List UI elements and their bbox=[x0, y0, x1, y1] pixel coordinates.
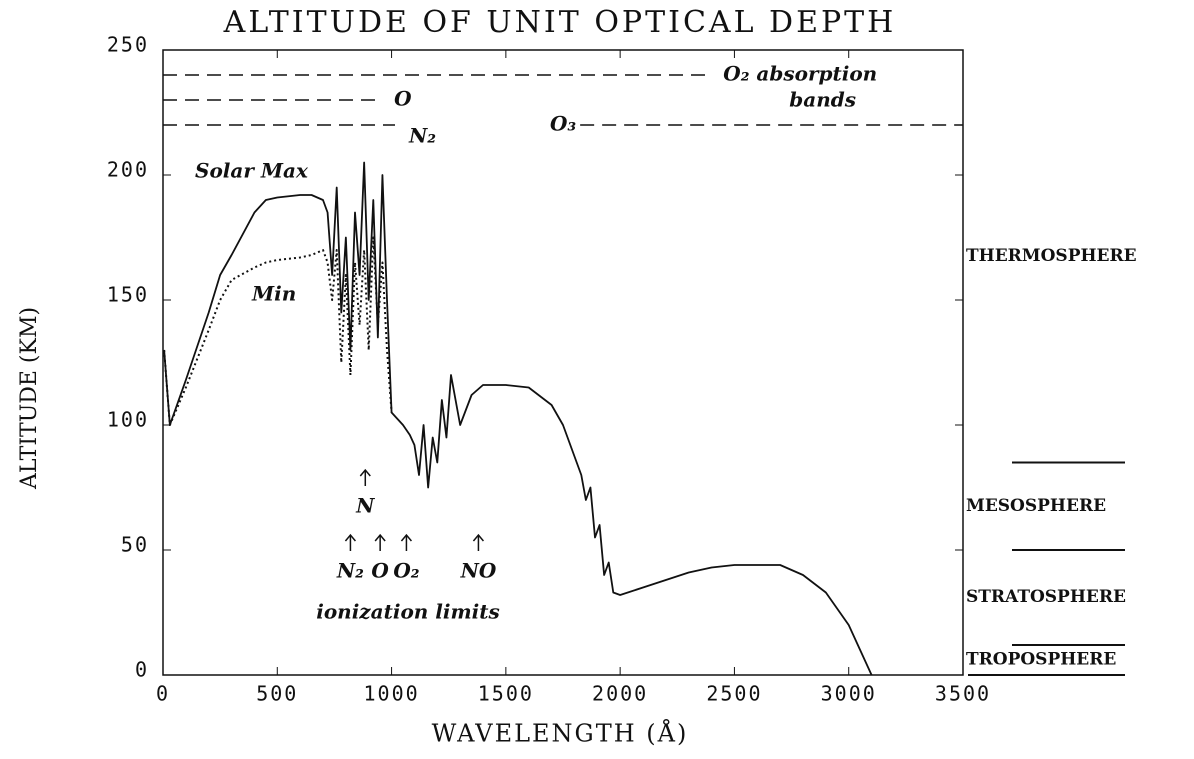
ionization-label: O₂ bbox=[393, 559, 419, 583]
x-tick-label: 1500 bbox=[478, 682, 534, 706]
arrow-head bbox=[359, 468, 371, 477]
x-tick-label: 500 bbox=[256, 682, 298, 706]
ionization-label: N bbox=[355, 494, 375, 518]
x-tick-label: 1000 bbox=[363, 682, 419, 706]
y-tick-label: 150 bbox=[107, 283, 149, 307]
layer-label: STRATOSPHERE bbox=[966, 587, 1126, 607]
y-axis-label: ALTITUDE (KM) bbox=[17, 307, 42, 490]
reference-label: O bbox=[394, 87, 412, 111]
chart-title: ALTITUDE OF UNIT OPTICAL DEPTH bbox=[223, 5, 897, 40]
layer-label: MESOSPHERE bbox=[966, 496, 1106, 516]
ionization-label: O bbox=[371, 559, 389, 583]
y-tick-label: 200 bbox=[107, 158, 149, 182]
arrow-head bbox=[374, 533, 386, 542]
x-tick-label: 0 bbox=[156, 682, 170, 706]
arrow-head bbox=[400, 533, 413, 542]
x-tick-label: 3000 bbox=[821, 682, 877, 706]
ionization-label: NO bbox=[460, 559, 497, 583]
ionization-note: ionization limits bbox=[316, 600, 500, 624]
layer-label: TROPOSPHERE bbox=[966, 650, 1116, 670]
plot-frame bbox=[162, 49, 964, 676]
arrow-head bbox=[472, 533, 485, 542]
x-tick-label: 2000 bbox=[592, 682, 648, 706]
x-axis-label: WAVELENGTH (Å) bbox=[432, 719, 689, 748]
reference-label: O₂ absorption bbox=[723, 62, 877, 86]
reference-label: N₂ bbox=[408, 124, 436, 148]
y-tick-label: 50 bbox=[121, 533, 149, 557]
series-line bbox=[163, 236, 393, 426]
layer-label: THERMOSPHERE bbox=[966, 246, 1137, 266]
reference-note: bands bbox=[789, 88, 856, 112]
arrow-head bbox=[344, 533, 357, 542]
series-line bbox=[163, 161, 873, 676]
ionization-label: N₂ bbox=[336, 559, 364, 583]
series-label: Solar Max bbox=[195, 159, 309, 183]
x-tick-label: 2500 bbox=[706, 682, 762, 706]
reference-label: O₃ bbox=[550, 112, 576, 136]
series-label: Min bbox=[251, 282, 296, 306]
y-tick-label: 250 bbox=[107, 33, 149, 57]
y-tick-label: 0 bbox=[135, 658, 149, 682]
x-tick-label: 3500 bbox=[935, 682, 991, 706]
y-tick-label: 100 bbox=[107, 408, 149, 432]
